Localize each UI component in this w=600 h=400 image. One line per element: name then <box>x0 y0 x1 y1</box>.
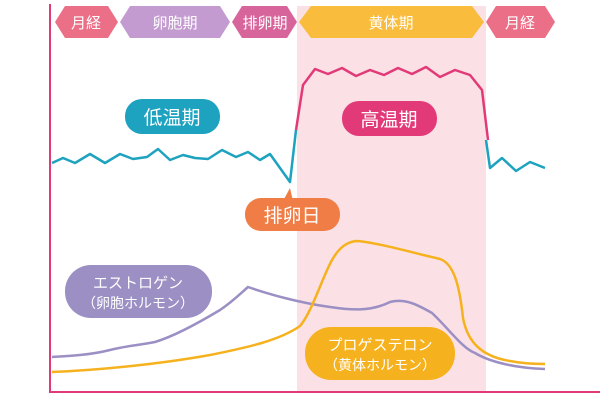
phase-label-menses-start: 月経 <box>71 14 101 32</box>
phase-arrow-menses-end: 月経 <box>486 6 555 38</box>
temperature-post-line <box>484 139 546 173</box>
progesterone-label-line1: プロゲステロン <box>327 336 432 354</box>
phase-arrow-menses-start: 月経 <box>55 6 118 38</box>
phase-arrow-ovulatory: 排卵期 <box>232 6 297 38</box>
low-temp-badge <box>125 99 220 134</box>
progesterone-badge <box>305 327 455 380</box>
phase-arrow-luteal: 黄体期 <box>299 6 484 38</box>
estrogen-label-line1: エストロゲン <box>93 274 183 292</box>
progesterone-label-line2: （黄体ホルモン） <box>324 357 436 374</box>
estrogen-label-line2: （卵胞ホルモン） <box>82 296 194 312</box>
high-temp-label: 高温期 <box>360 109 417 131</box>
temperature-low-line <box>51 129 298 184</box>
ovulation-day-label: 排卵日 <box>263 205 320 227</box>
phase-label-follicular: 卵胞期 <box>152 14 197 32</box>
temperature-high-line <box>294 65 490 141</box>
ovulation-pointer <box>283 188 293 201</box>
phase-label-ovulatory: 排卵期 <box>242 14 287 32</box>
high-temp-badge <box>342 101 437 136</box>
progesterone-curve <box>51 239 546 374</box>
low-temp-label: 低温期 <box>143 107 200 129</box>
phase-label-menses-end: 月経 <box>505 14 535 32</box>
phase-label-luteal: 黄体期 <box>368 14 413 32</box>
estrogen-curve <box>51 285 546 371</box>
estrogen-badge <box>65 265 212 318</box>
ovulation-day-badge <box>245 198 340 231</box>
phase-arrow-follicular: 卵胞期 <box>120 6 230 38</box>
